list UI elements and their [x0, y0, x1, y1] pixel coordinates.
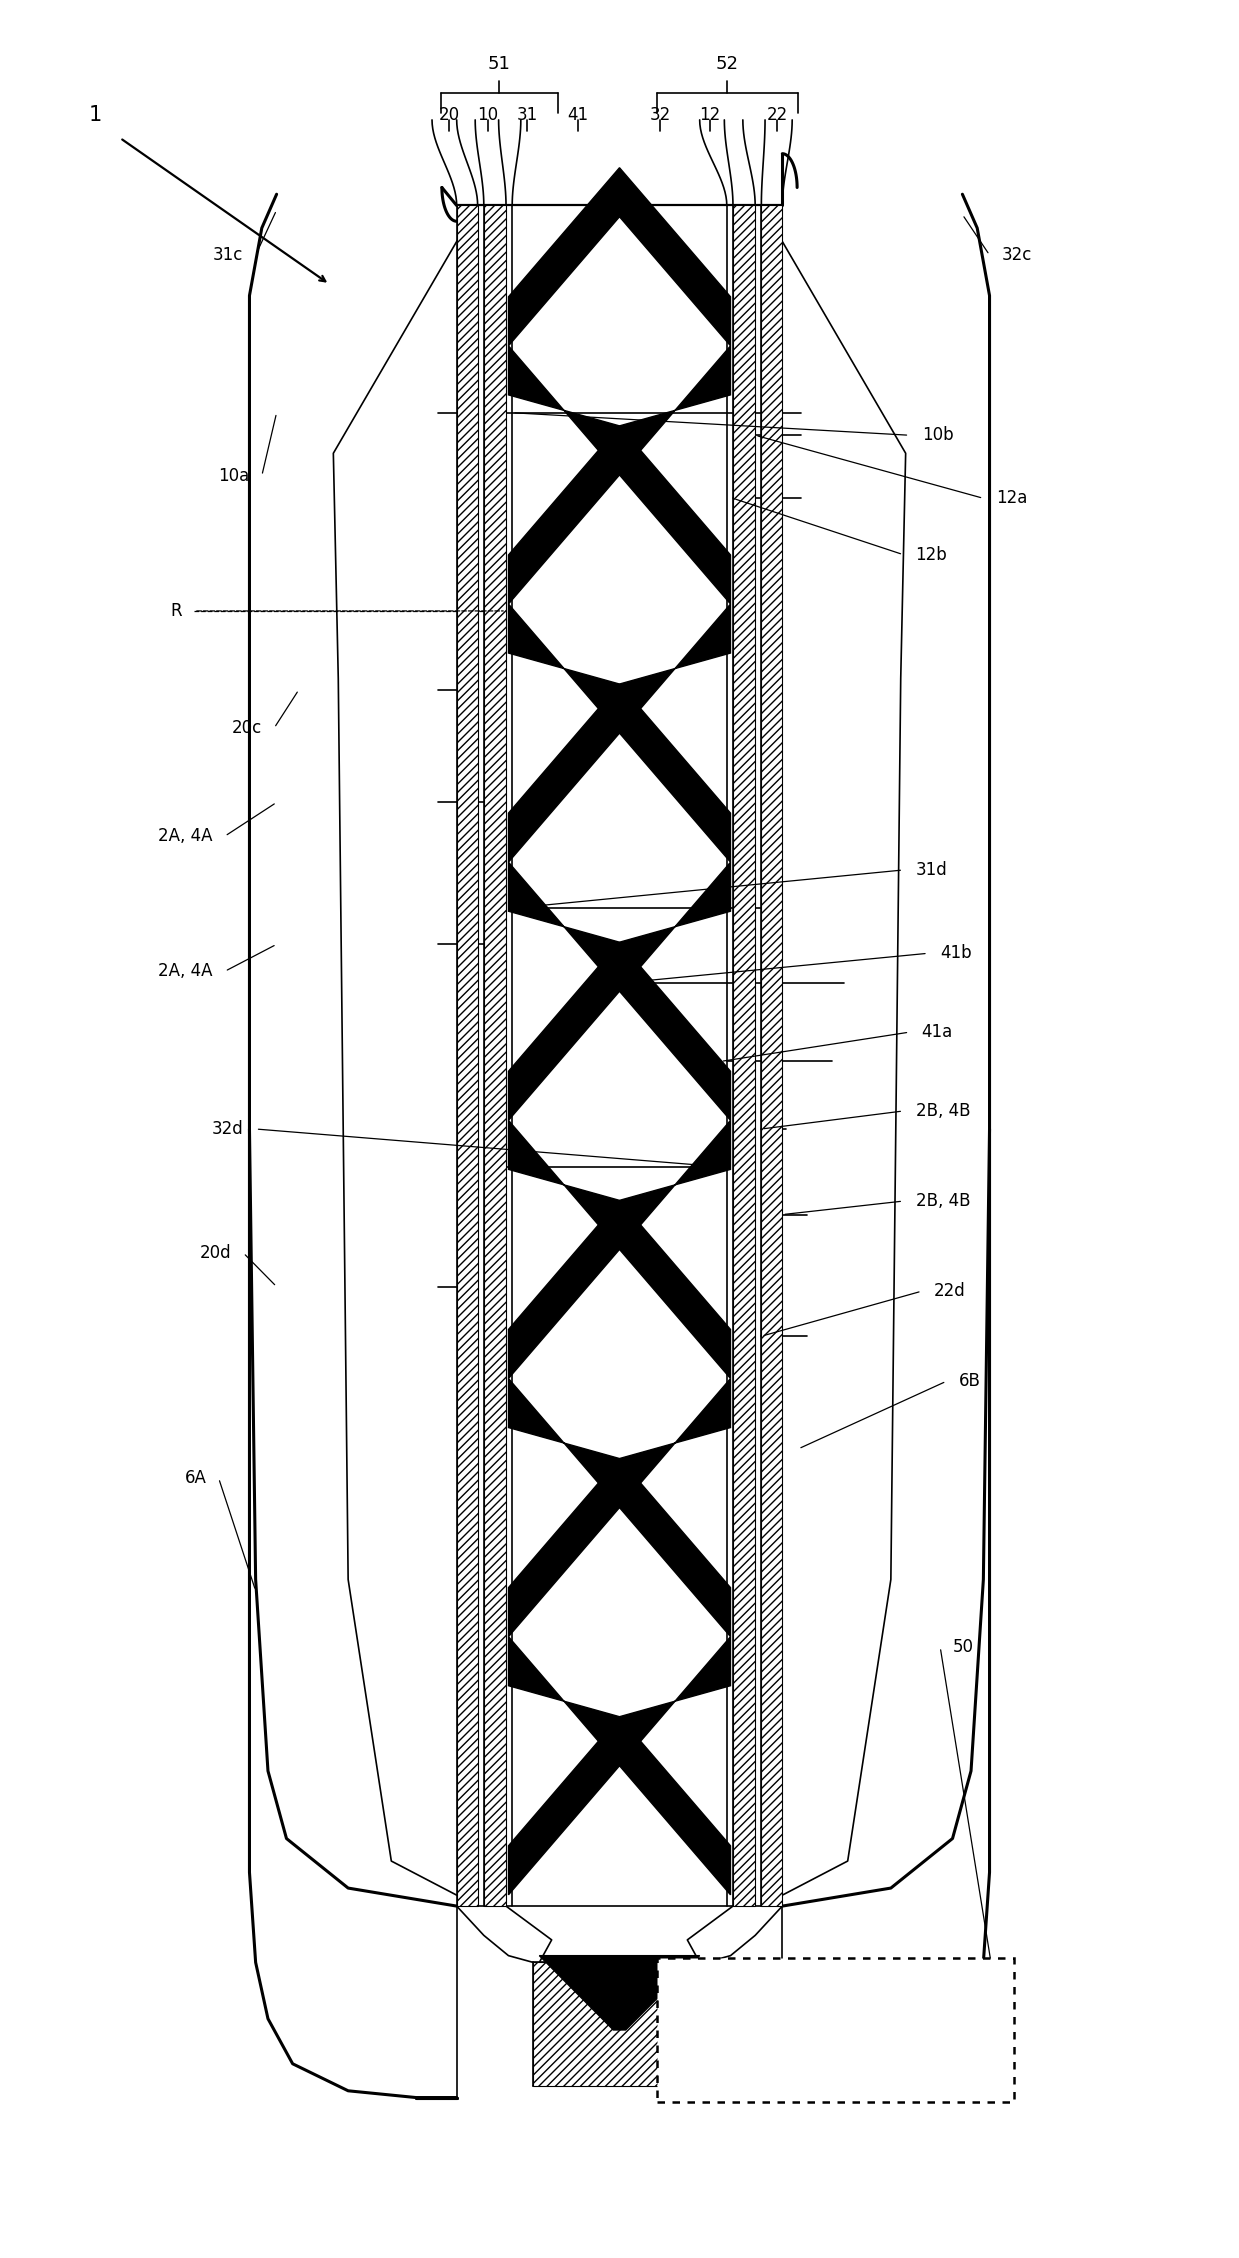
Text: 22d: 22d	[934, 1283, 965, 1301]
Text: 2A, 4A: 2A, 4A	[157, 826, 212, 844]
Text: 20c: 20c	[232, 718, 261, 736]
Polygon shape	[508, 942, 731, 1120]
Polygon shape	[508, 427, 731, 603]
Text: 10: 10	[477, 106, 498, 124]
Polygon shape	[508, 1716, 731, 1894]
Text: 20: 20	[439, 106, 460, 124]
Text: 32c: 32c	[1002, 246, 1032, 264]
Text: R: R	[170, 603, 182, 621]
Text: 6A: 6A	[185, 1470, 207, 1488]
Text: 52: 52	[716, 54, 738, 72]
Text: 12a: 12a	[996, 490, 1027, 508]
Polygon shape	[508, 1377, 731, 1508]
Polygon shape	[508, 1637, 731, 1766]
Text: 41: 41	[567, 106, 589, 124]
Polygon shape	[508, 167, 731, 345]
Text: 31c: 31c	[213, 246, 243, 264]
Text: 2B, 4B: 2B, 4B	[916, 1192, 970, 1210]
Text: 1: 1	[89, 106, 102, 126]
Polygon shape	[508, 1120, 731, 1249]
Polygon shape	[539, 1955, 700, 2030]
Bar	[483, 205, 506, 1906]
Text: 41a: 41a	[922, 1023, 953, 1041]
Polygon shape	[508, 603, 731, 734]
Text: 2A, 4A: 2A, 4A	[157, 962, 212, 980]
Text: 32: 32	[649, 106, 670, 124]
Bar	[457, 205, 782, 1906]
Text: 50: 50	[953, 1637, 974, 1655]
Bar	[657, 1958, 1015, 2102]
Text: 22: 22	[767, 106, 788, 124]
Polygon shape	[508, 1201, 731, 1377]
Text: 10b: 10b	[922, 427, 953, 445]
Text: 10a: 10a	[218, 467, 249, 485]
Polygon shape	[508, 345, 731, 474]
Text: 20d: 20d	[199, 1244, 230, 1262]
Polygon shape	[508, 863, 731, 991]
Bar	[457, 205, 478, 1906]
Polygon shape	[508, 684, 731, 863]
Text: 32d: 32d	[212, 1120, 243, 1138]
Text: 41b: 41b	[940, 944, 971, 962]
Text: 31: 31	[517, 106, 538, 124]
Text: 12: 12	[699, 106, 720, 124]
Bar	[733, 205, 756, 1906]
Text: 6B: 6B	[959, 1373, 980, 1391]
Polygon shape	[508, 1459, 731, 1637]
Bar	[533, 1962, 706, 2086]
Bar	[761, 205, 782, 1906]
Text: 12b: 12b	[916, 546, 948, 564]
Text: 2B, 4B: 2B, 4B	[916, 1102, 970, 1120]
Text: 31d: 31d	[916, 860, 948, 878]
Text: 51: 51	[488, 54, 510, 72]
